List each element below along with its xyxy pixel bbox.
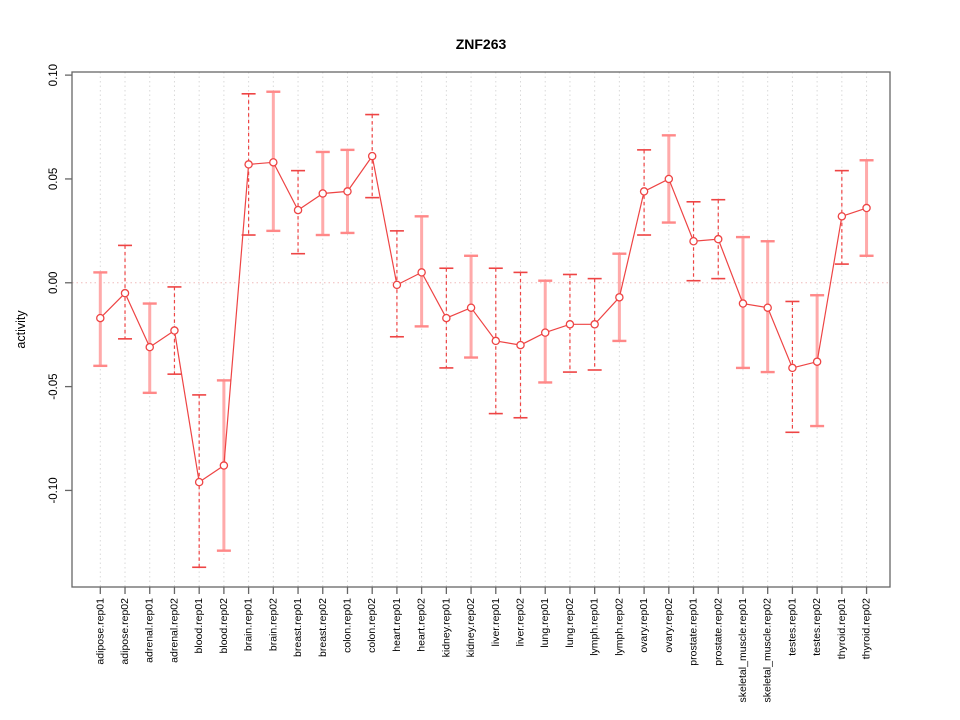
x-tick-label: thyroid.rep01: [836, 598, 848, 659]
x-tick-label: adipose.rep02: [119, 598, 131, 665]
x-tick-label: lung.rep02: [564, 598, 576, 648]
x-tick-label: liver.rep01: [490, 598, 502, 647]
x-tick-label: breast.rep02: [317, 598, 329, 657]
x-tick-label: heart.rep02: [416, 598, 428, 652]
data-point: [714, 234, 723, 244]
x-tick-label: testes.rep02: [811, 598, 823, 656]
data-point: [763, 303, 772, 312]
x-tick-label: lymph.rep01: [589, 598, 601, 656]
x-tick-label: colon.rep01: [341, 598, 353, 653]
x-tick-label: ovary.rep01: [638, 598, 650, 653]
data-point: [269, 158, 278, 167]
data-point: [367, 151, 377, 161]
x-tick-label: ovary.rep02: [663, 598, 675, 653]
y-axis-label: activity: [14, 310, 28, 349]
x-tick-label: kidney.rep01: [440, 598, 452, 658]
x-tick-label: adrenal.rep02: [168, 598, 180, 663]
y-tick-label: -0.05: [48, 373, 60, 399]
y-tick-label: 0.00: [48, 272, 60, 294]
data-point: [466, 303, 476, 312]
series-line: [99, 154, 867, 484]
x-tick-label: heart.rep01: [391, 598, 403, 652]
data-point: [540, 328, 550, 337]
data-point: [491, 336, 501, 346]
x-tick-label: adipose.rep01: [94, 598, 106, 665]
x-tick-label: blood.rep02: [218, 598, 230, 654]
y-tick-label: -0.10: [48, 477, 60, 503]
x-tick-label: testes.rep01: [786, 598, 798, 656]
x-tick-label: brain.rep01: [243, 598, 255, 651]
data-point: [219, 461, 229, 470]
chart-title: ZNF263: [456, 36, 507, 52]
data-point: [244, 160, 253, 169]
x-tick-label: blood.rep01: [193, 598, 205, 654]
data-point: [664, 174, 674, 184]
data-point: [145, 342, 154, 352]
data-point: [170, 326, 179, 335]
x-tick-label: breast.rep01: [292, 598, 304, 657]
data-point: [343, 187, 352, 196]
data-point: [293, 205, 303, 215]
data-point: [392, 280, 402, 290]
data-point: [96, 313, 105, 323]
data-point: [318, 189, 328, 198]
data-point: [689, 236, 698, 246]
data-point: [565, 320, 575, 329]
x-tick-label: colon.rep02: [366, 598, 378, 653]
data-point: [120, 288, 130, 298]
x-tick-label: skeletal_muscle.rep01: [737, 598, 749, 703]
data-point: [862, 203, 871, 213]
data-point: [194, 477, 204, 487]
y-tick-label: 0.05: [48, 168, 60, 190]
data-point: [639, 187, 649, 196]
data-point: [837, 212, 847, 221]
x-tick-label: kidney.rep02: [465, 598, 477, 658]
data-point: [442, 313, 451, 323]
x-tick-label: skeletal_muscle.rep02: [762, 598, 774, 703]
data-point: [738, 299, 748, 308]
x-tick-label: liver.rep02: [515, 598, 527, 647]
data-point: [516, 340, 525, 350]
plot-box: [71, 71, 891, 588]
data-point: [590, 320, 599, 329]
x-tick-label: prostate.rep01: [688, 598, 700, 666]
x-tick-label: adrenal.rep01: [144, 598, 156, 663]
x-tick-label: lung.rep01: [539, 598, 551, 648]
data-point: [788, 363, 797, 373]
x-tick-label: thyroid.rep02: [861, 598, 873, 659]
x-tick-label: brain.rep02: [267, 598, 279, 651]
data-point: [615, 293, 624, 302]
x-tick-label: lymph.rep02: [613, 598, 625, 656]
y-tick-label: 0.10: [48, 64, 60, 86]
data-point: [417, 268, 426, 277]
data-point: [812, 357, 822, 366]
x-tick-label: prostate.rep02: [712, 598, 724, 666]
